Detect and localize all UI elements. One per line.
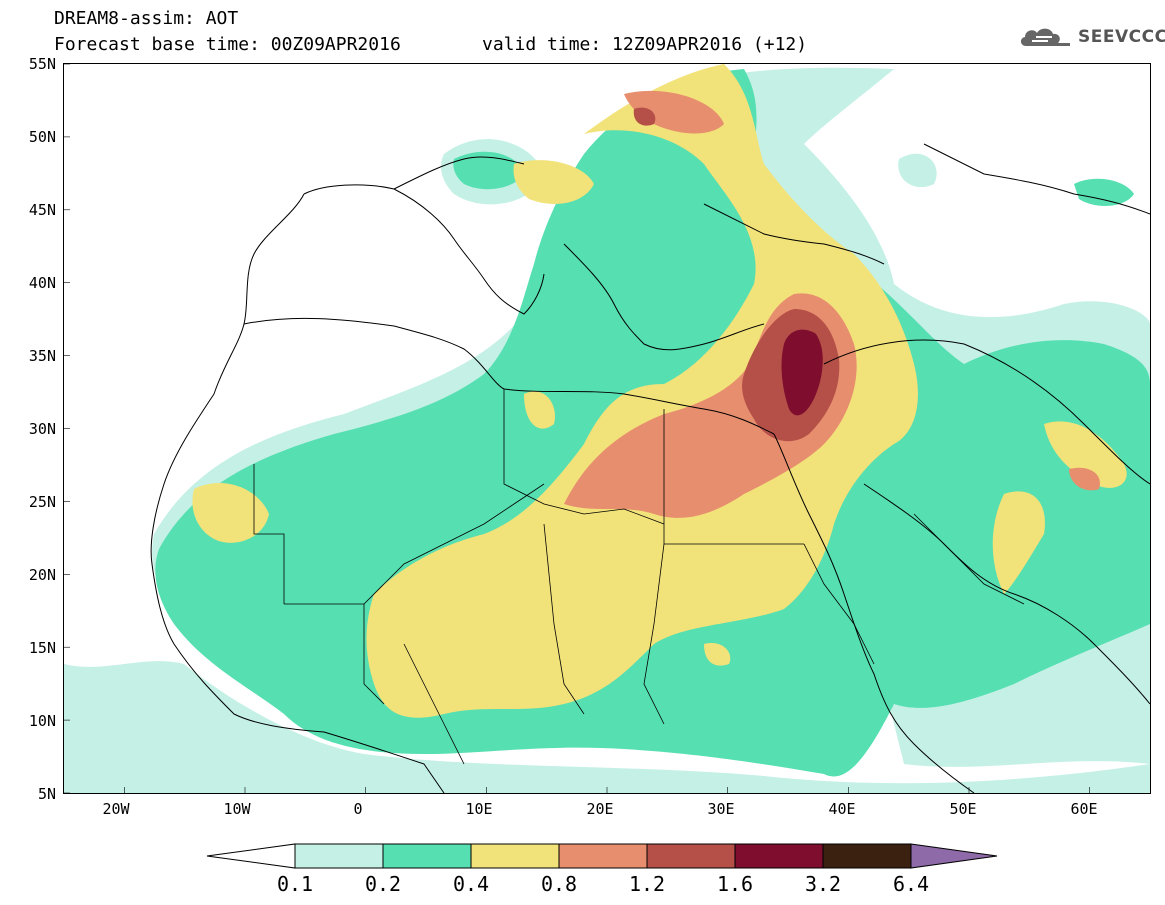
x-tick-label: 0 xyxy=(353,800,363,818)
y-tick-label: 30N xyxy=(28,420,56,438)
colorbar-label: 0.1 xyxy=(276,872,314,896)
y-tick-label: 40N xyxy=(28,274,56,292)
x-tick-label: 20E xyxy=(586,800,614,818)
x-tick-label: 50E xyxy=(949,800,977,818)
country-borders xyxy=(253,389,1025,765)
y-tick-label: 45N xyxy=(28,201,56,219)
y-tick-label: 55N xyxy=(28,55,56,73)
x-tick-label: 60E xyxy=(1070,800,1098,818)
y-tick-label: 20N xyxy=(28,566,56,584)
colorbar-swatch xyxy=(734,843,824,869)
colorbar-over-triangle xyxy=(910,843,998,869)
colorbar-label: 0.2 xyxy=(364,872,402,896)
x-tick-label: 10E xyxy=(465,800,493,818)
colorbar-label: 1.2 xyxy=(628,872,666,896)
y-tick-label: 15N xyxy=(28,639,56,657)
y-tick-label: 35N xyxy=(28,347,56,365)
x-tick-label: 20W xyxy=(102,800,130,818)
colorbar-swatch xyxy=(558,843,648,869)
aot-band-0.4 xyxy=(192,64,1127,718)
x-tick-label: 40E xyxy=(828,800,856,818)
colorbar-swatch xyxy=(646,843,736,869)
aot-field xyxy=(64,64,1150,793)
colorbar-under-triangle xyxy=(206,843,296,869)
lat-lon-grid xyxy=(64,64,1090,793)
chart-title: DREAM8-assim: AOT xyxy=(54,8,239,29)
colorbar-label: 3.2 xyxy=(804,872,842,896)
colorbar-swatch xyxy=(470,843,560,869)
aot-band-1.6 xyxy=(781,329,823,416)
colorbar-label: 0.8 xyxy=(540,872,578,896)
valid-time: valid time: 12Z09APR2016 (+12) xyxy=(482,34,808,55)
logo-text: SEEVCCC xyxy=(1078,27,1165,47)
colorbar-swatch xyxy=(294,843,384,869)
y-tick-label: 50N xyxy=(28,128,56,146)
seevccc-logo: SEEVCCC xyxy=(1018,24,1165,50)
colorbar-swatch xyxy=(382,843,472,869)
x-tick-label: 10W xyxy=(223,800,251,818)
colorbar-label: 0.4 xyxy=(452,872,490,896)
y-tick-label: 25N xyxy=(28,493,56,511)
aot-map xyxy=(63,63,1151,794)
y-tick-label: 5N xyxy=(37,785,56,803)
colorbar-label: 6.4 xyxy=(892,872,930,896)
forecast-base-time: Forecast base time: 00Z09APR2016 xyxy=(54,34,401,55)
x-tick-label: 30E xyxy=(707,800,735,818)
cloud-logo-icon xyxy=(1020,28,1070,46)
y-tick-label: 10N xyxy=(28,712,56,730)
colorbar-swatch xyxy=(822,843,912,869)
colorbar-label: 1.6 xyxy=(716,872,754,896)
